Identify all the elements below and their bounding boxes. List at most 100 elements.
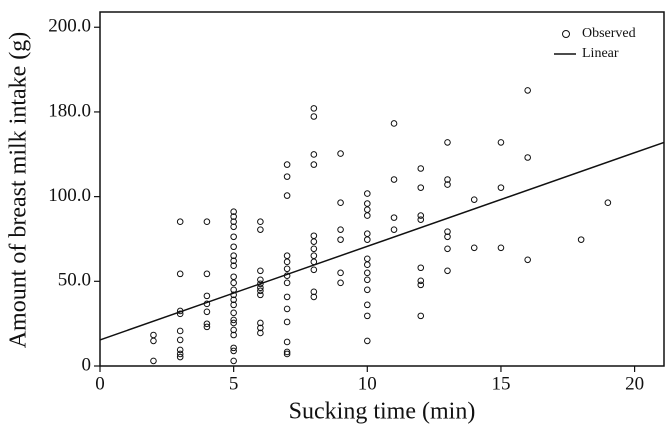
point <box>230 262 237 270</box>
point <box>230 309 237 317</box>
point <box>417 277 425 285</box>
point <box>310 151 318 158</box>
point <box>203 218 211 225</box>
point <box>337 226 344 233</box>
point <box>310 105 318 112</box>
point <box>497 244 505 252</box>
fit-line <box>99 141 665 341</box>
point <box>283 192 291 199</box>
y-tick-label: 100.0 <box>48 185 91 206</box>
point <box>176 218 184 225</box>
point <box>363 236 371 243</box>
point <box>230 208 237 215</box>
point <box>283 265 291 273</box>
x-tick-label: 10 <box>358 373 377 394</box>
point <box>257 218 264 225</box>
point <box>257 329 264 337</box>
point <box>363 269 371 277</box>
x-tick-label: 20 <box>625 373 644 394</box>
point <box>337 236 344 243</box>
legend-label: Observed <box>582 26 636 41</box>
point <box>444 267 451 275</box>
legend-marker <box>562 30 570 38</box>
point <box>230 213 237 220</box>
point <box>363 212 371 219</box>
point <box>230 347 237 355</box>
point <box>310 113 318 120</box>
y-tick-label: 200.0 <box>48 16 91 37</box>
y-axis-label: Amount of breast milk intake (g) <box>6 32 32 349</box>
point <box>363 301 371 309</box>
point <box>524 154 531 161</box>
point <box>337 199 344 207</box>
point <box>444 233 451 241</box>
point <box>417 165 425 172</box>
point <box>283 293 291 301</box>
point <box>470 244 478 252</box>
point <box>176 270 184 278</box>
point <box>444 228 451 235</box>
point <box>283 252 291 260</box>
point <box>363 312 371 320</box>
point <box>444 139 451 146</box>
point <box>283 173 291 180</box>
point <box>363 200 371 207</box>
point <box>230 344 237 352</box>
point <box>363 190 371 197</box>
x-tick-label: 0 <box>95 373 105 394</box>
point <box>176 327 184 335</box>
point <box>283 279 291 287</box>
point <box>283 258 291 266</box>
point <box>444 245 451 253</box>
point <box>417 281 425 289</box>
x-axis-label: Sucking time (min) <box>289 399 476 425</box>
point <box>150 337 157 345</box>
point <box>363 276 371 284</box>
point <box>337 269 344 277</box>
point <box>176 350 184 358</box>
point <box>283 350 291 358</box>
point <box>310 293 318 301</box>
point <box>230 301 237 309</box>
point <box>257 280 264 288</box>
point <box>363 230 371 238</box>
point <box>230 233 237 241</box>
point <box>470 196 478 203</box>
point <box>310 288 318 296</box>
point <box>230 296 237 304</box>
point <box>230 279 237 287</box>
point <box>230 316 237 324</box>
point <box>310 238 318 245</box>
point <box>283 318 291 326</box>
point <box>497 139 505 146</box>
point <box>230 257 237 265</box>
point <box>363 337 371 345</box>
y-tick-label: 50.0 <box>58 270 91 291</box>
point <box>176 310 184 318</box>
point <box>150 331 157 339</box>
point <box>257 267 264 275</box>
point <box>230 223 237 231</box>
x-tick-label: 15 <box>491 373 510 394</box>
point <box>230 218 237 225</box>
point <box>363 286 371 294</box>
point <box>283 338 291 346</box>
x-tick-label: 5 <box>229 373 239 394</box>
point <box>604 199 612 207</box>
point <box>257 291 264 299</box>
legend-label: Linear <box>582 46 619 61</box>
point <box>230 243 237 251</box>
point <box>230 252 237 260</box>
point <box>203 270 211 278</box>
point <box>524 256 531 264</box>
point <box>417 184 425 191</box>
point <box>230 326 237 334</box>
point <box>257 284 264 292</box>
point <box>203 292 211 300</box>
point <box>257 226 264 233</box>
point <box>390 214 398 221</box>
point <box>497 184 505 191</box>
point <box>257 287 264 295</box>
y-tick-label: 0 <box>82 354 92 375</box>
